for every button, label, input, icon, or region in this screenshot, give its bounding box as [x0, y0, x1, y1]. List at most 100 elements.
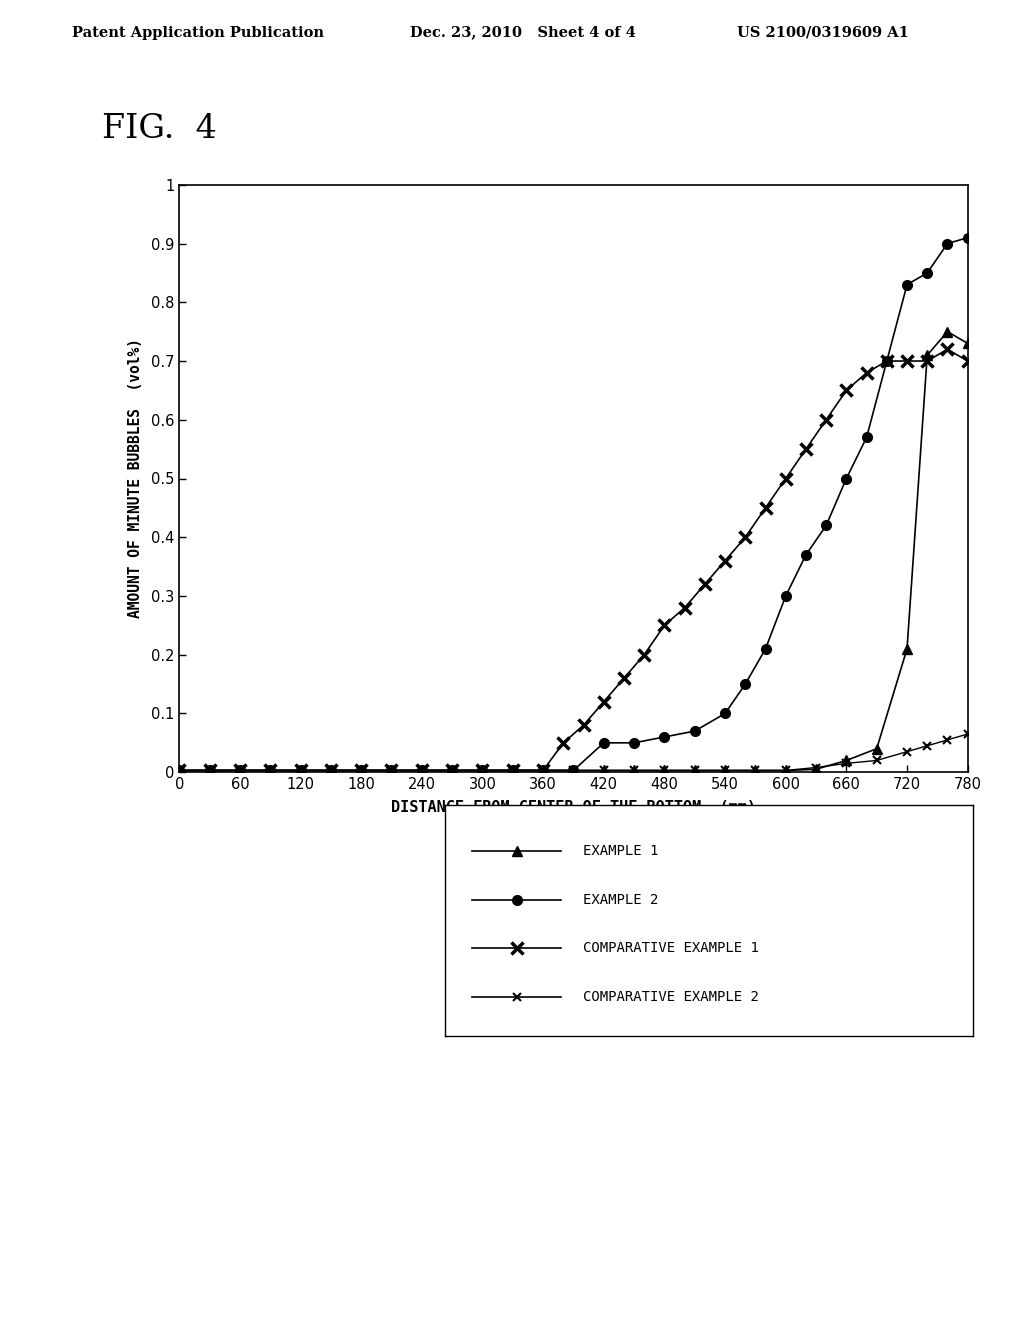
COMPARATIVE EXAMPLE 2 — [750, 763, 762, 779]
COMPARATIVE EXAMPLE 1 — [698, 577, 711, 593]
COMPARATIVE EXAMPLE 1 — [385, 763, 397, 779]
EXAMPLE 1 — [507, 763, 519, 779]
EXAMPLE 2 — [841, 471, 853, 487]
COMPARATIVE EXAMPLE 1 — [537, 763, 549, 779]
Text: Patent Application Publication: Patent Application Publication — [72, 25, 324, 40]
COMPARATIVE EXAMPLE 2 — [870, 752, 883, 768]
COMPARATIVE EXAMPLE 2 — [355, 763, 368, 779]
COMPARATIVE EXAMPLE 2 — [294, 763, 306, 779]
EXAMPLE 1 — [841, 752, 853, 768]
EXAMPLE 2 — [739, 676, 752, 692]
EXAMPLE 2 — [204, 763, 216, 779]
COMPARATIVE EXAMPLE 2 — [264, 763, 276, 779]
COMPARATIVE EXAMPLE 1 — [922, 352, 934, 368]
Text: US 2100/0319609 A1: US 2100/0319609 A1 — [737, 25, 909, 40]
COMPARATIVE EXAMPLE 2 — [204, 763, 216, 779]
Text: Dec. 23, 2010   Sheet 4 of 4: Dec. 23, 2010 Sheet 4 of 4 — [410, 25, 636, 40]
EXAMPLE 2 — [264, 763, 276, 779]
COMPARATIVE EXAMPLE 1 — [941, 342, 953, 358]
EXAMPLE 1 — [537, 763, 549, 779]
COMPARATIVE EXAMPLE 2 — [658, 763, 671, 779]
EXAMPLE 1 — [901, 642, 913, 657]
EXAMPLE 1 — [325, 763, 337, 779]
EXAMPLE 2 — [719, 705, 731, 721]
EXAMPLE 1 — [922, 347, 934, 363]
COMPARATIVE EXAMPLE 2 — [385, 763, 397, 779]
EXAMPLE 1 — [264, 763, 276, 779]
EXAMPLE 1 — [567, 763, 580, 779]
EXAMPLE 2 — [537, 763, 549, 779]
EXAMPLE 2 — [567, 763, 580, 779]
EXAMPLE 1 — [962, 335, 974, 351]
EXAMPLE 1 — [810, 762, 822, 777]
COMPARATIVE EXAMPLE 2 — [810, 759, 822, 775]
COMPARATIVE EXAMPLE 2 — [841, 755, 853, 771]
COMPARATIVE EXAMPLE 2 — [628, 763, 640, 779]
EXAMPLE 1 — [598, 763, 610, 779]
COMPARATIVE EXAMPLE 1 — [416, 763, 428, 779]
COMPARATIVE EXAMPLE 2 — [507, 763, 519, 779]
COMPARATIVE EXAMPLE 1 — [617, 671, 630, 686]
Line: COMPARATIVE EXAMPLE 2: COMPARATIVE EXAMPLE 2 — [175, 730, 972, 775]
Text: EXAMPLE 1: EXAMPLE 1 — [583, 845, 658, 858]
COMPARATIVE EXAMPLE 1 — [264, 763, 276, 779]
COMPARATIVE EXAMPLE 1 — [638, 647, 650, 663]
COMPARATIVE EXAMPLE 2 — [537, 763, 549, 779]
COMPARATIVE EXAMPLE 2 — [416, 763, 428, 779]
COMPARATIVE EXAMPLE 1 — [739, 529, 752, 545]
EXAMPLE 2 — [446, 763, 459, 779]
Text: COMPARATIVE EXAMPLE 1: COMPARATIVE EXAMPLE 1 — [583, 941, 759, 956]
COMPARATIVE EXAMPLE 2 — [476, 763, 488, 779]
COMPARATIVE EXAMPLE 1 — [476, 763, 488, 779]
EXAMPLE 2 — [476, 763, 488, 779]
Line: COMPARATIVE EXAMPLE 1: COMPARATIVE EXAMPLE 1 — [173, 343, 974, 776]
EXAMPLE 2 — [325, 763, 337, 779]
EXAMPLE 2 — [779, 589, 792, 605]
X-axis label: DISTANCE FROM CENTER OF THE BOTTOM  (mm): DISTANCE FROM CENTER OF THE BOTTOM (mm) — [391, 800, 756, 816]
COMPARATIVE EXAMPLE 2 — [901, 743, 913, 759]
COMPARATIVE EXAMPLE 1 — [578, 717, 590, 733]
EXAMPLE 1 — [204, 763, 216, 779]
EXAMPLE 2 — [598, 735, 610, 751]
COMPARATIVE EXAMPLE 2 — [233, 763, 246, 779]
COMPARATIVE EXAMPLE 2 — [446, 763, 459, 779]
COMPARATIVE EXAMPLE 2 — [173, 763, 185, 779]
COMPARATIVE EXAMPLE 1 — [779, 471, 792, 487]
EXAMPLE 2 — [355, 763, 368, 779]
COMPARATIVE EXAMPLE 1 — [204, 763, 216, 779]
EXAMPLE 1 — [779, 763, 792, 779]
EXAMPLE 2 — [628, 735, 640, 751]
COMPARATIVE EXAMPLE 1 — [233, 763, 246, 779]
EXAMPLE 1 — [476, 763, 488, 779]
Line: EXAMPLE 2: EXAMPLE 2 — [174, 232, 973, 775]
COMPARATIVE EXAMPLE 1 — [800, 441, 812, 457]
COMPARATIVE EXAMPLE 1 — [446, 763, 459, 779]
COMPARATIVE EXAMPLE 2 — [941, 733, 953, 748]
COMPARATIVE EXAMPLE 1 — [355, 763, 368, 779]
Y-axis label: AMOUNT OF MINUTE BUBBLES  (vol%): AMOUNT OF MINUTE BUBBLES (vol%) — [128, 338, 142, 619]
Line: EXAMPLE 1: EXAMPLE 1 — [174, 327, 973, 775]
EXAMPLE 1 — [294, 763, 306, 779]
COMPARATIVE EXAMPLE 1 — [557, 735, 569, 751]
COMPARATIVE EXAMPLE 1 — [598, 694, 610, 710]
COMPARATIVE EXAMPLE 2 — [325, 763, 337, 779]
EXAMPLE 2 — [800, 546, 812, 562]
EXAMPLE 2 — [416, 763, 428, 779]
COMPARATIVE EXAMPLE 2 — [567, 763, 580, 779]
EXAMPLE 2 — [962, 230, 974, 246]
EXAMPLE 2 — [922, 265, 934, 281]
EXAMPLE 1 — [658, 763, 671, 779]
Text: FIG.  4: FIG. 4 — [102, 114, 217, 145]
COMPARATIVE EXAMPLE 1 — [820, 412, 833, 428]
COMPARATIVE EXAMPLE 1 — [760, 500, 772, 516]
EXAMPLE 2 — [688, 723, 700, 739]
COMPARATIVE EXAMPLE 1 — [881, 352, 893, 368]
EXAMPLE 2 — [941, 235, 953, 251]
COMPARATIVE EXAMPLE 2 — [688, 763, 700, 779]
EXAMPLE 1 — [173, 763, 185, 779]
COMPARATIVE EXAMPLE 1 — [173, 763, 185, 779]
EXAMPLE 2 — [233, 763, 246, 779]
COMPARATIVE EXAMPLE 1 — [679, 599, 691, 615]
EXAMPLE 1 — [355, 763, 368, 779]
EXAMPLE 1 — [719, 763, 731, 779]
